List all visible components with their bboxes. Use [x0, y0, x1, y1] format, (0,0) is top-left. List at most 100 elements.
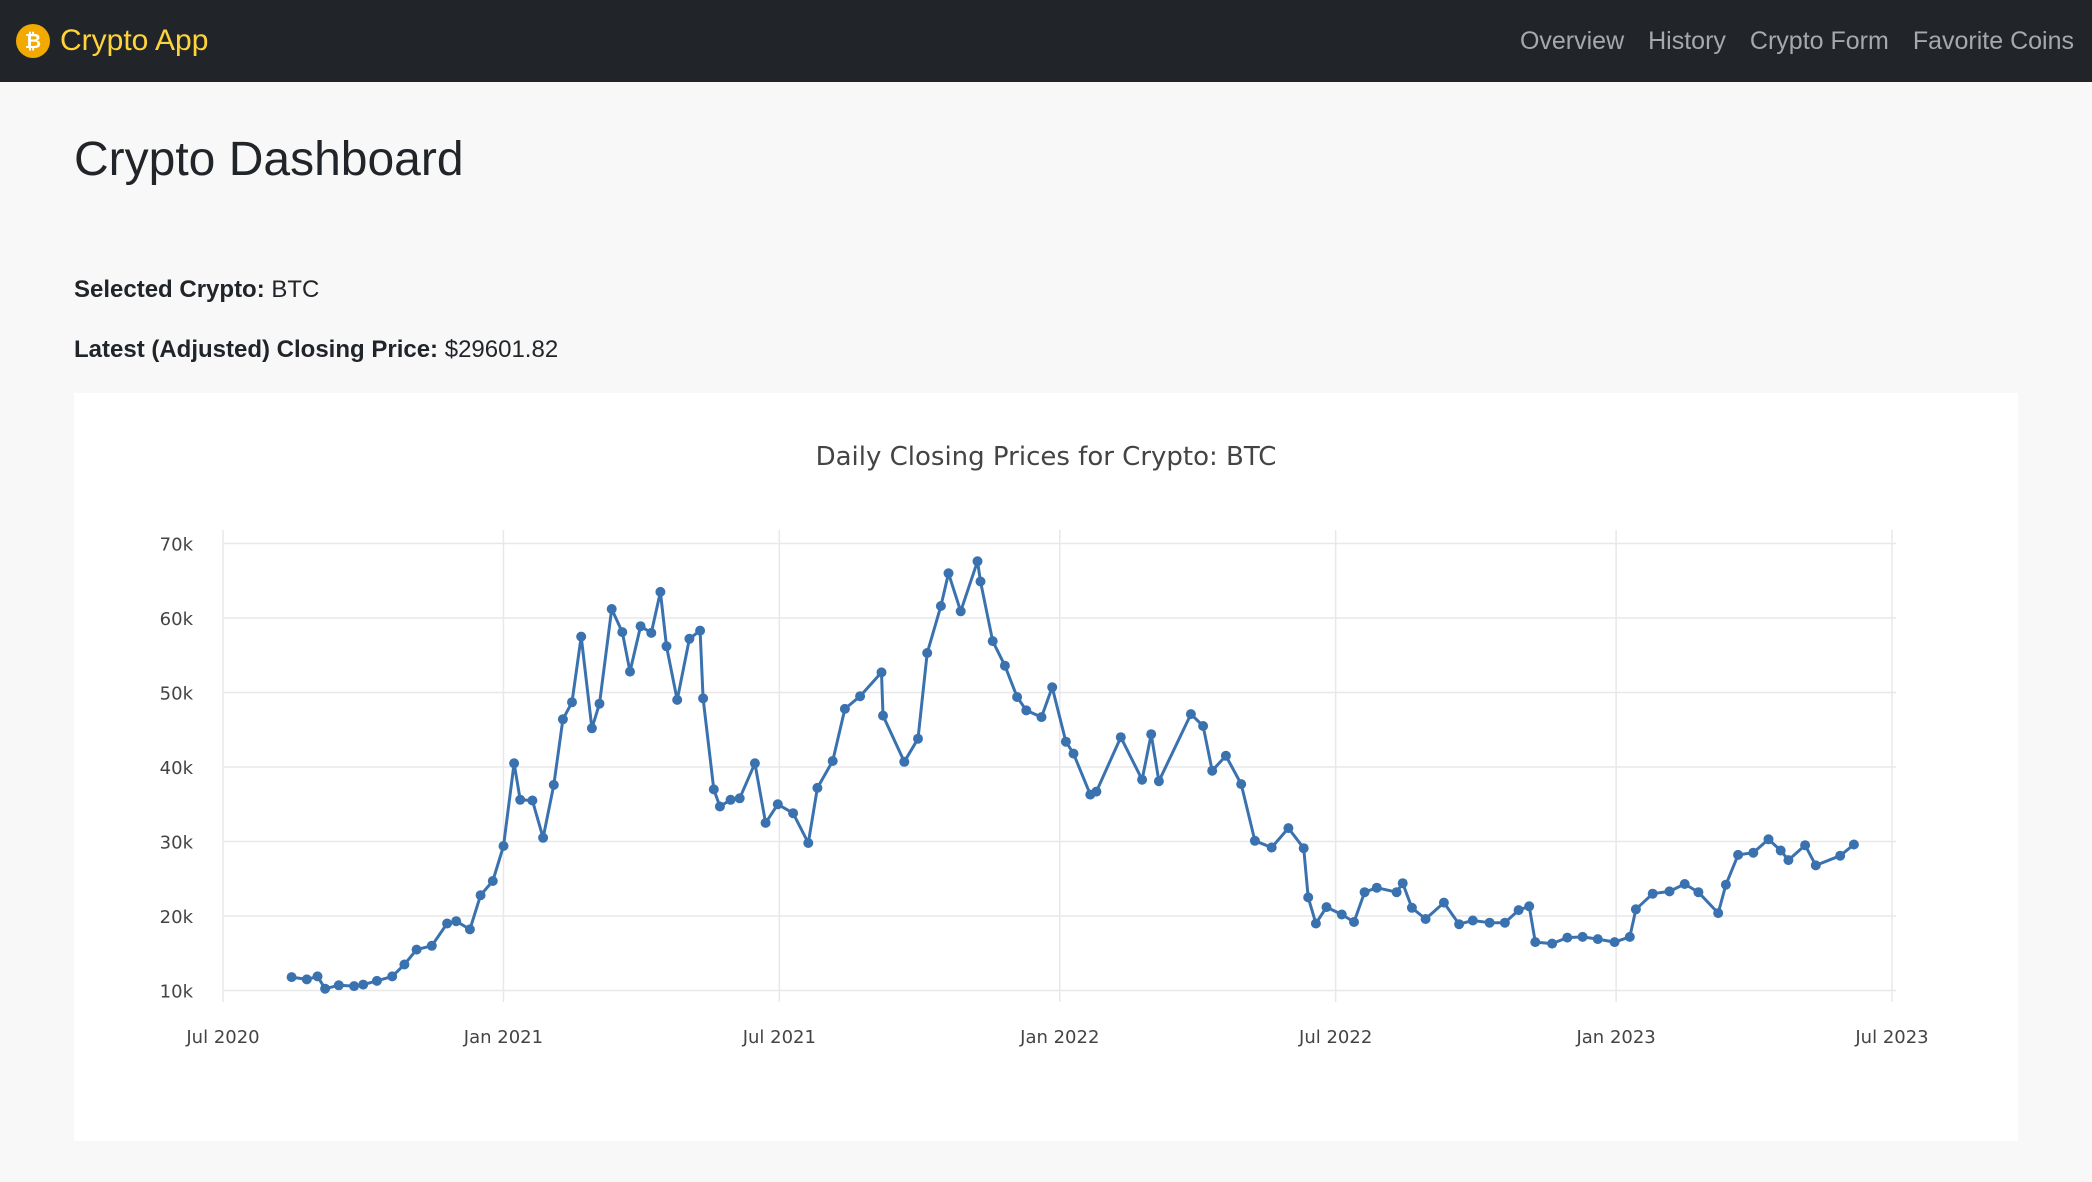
nav-link-favorite-coins[interactable]: Favorite Coins [1912, 26, 2074, 55]
price-point[interactable] [772, 799, 783, 810]
price-point[interactable] [646, 627, 657, 638]
price-point[interactable] [839, 703, 850, 714]
price-point[interactable] [1146, 729, 1157, 740]
price-point[interactable] [1047, 682, 1058, 693]
price-point[interactable] [876, 667, 887, 678]
price-point[interactable] [1207, 765, 1218, 776]
price-point[interactable] [387, 971, 398, 982]
price-point[interactable] [913, 733, 923, 744]
price-point[interactable] [1298, 843, 1309, 854]
price-point[interactable] [320, 983, 331, 994]
price-point[interactable] [1137, 774, 1148, 785]
price-point[interactable] [606, 604, 617, 614]
price-point[interactable] [515, 794, 526, 805]
price-point[interactable] [1012, 692, 1023, 702]
price-point[interactable] [760, 817, 771, 828]
price-point[interactable] [1693, 887, 1704, 898]
price-point[interactable] [975, 576, 986, 587]
price-point[interactable] [734, 793, 745, 804]
price-point[interactable] [1198, 721, 1209, 731]
price-point[interactable] [972, 556, 983, 567]
price-point[interactable] [1153, 776, 1164, 787]
price-point[interactable] [1115, 732, 1126, 743]
price-point[interactable] [1800, 840, 1811, 851]
price-point[interactable] [855, 691, 866, 702]
price-point[interactable] [812, 782, 823, 793]
nav-link-overview[interactable]: Overview [1519, 26, 1625, 55]
price-point[interactable] [899, 756, 910, 767]
price-point[interactable] [371, 975, 382, 986]
price-point[interactable] [1562, 932, 1573, 943]
price-point[interactable] [617, 627, 628, 638]
price-point[interactable] [1310, 918, 1321, 929]
price-point[interactable] [1283, 823, 1294, 834]
price-point[interactable] [464, 924, 475, 935]
price-point[interactable] [1336, 909, 1347, 920]
price-point[interactable] [714, 801, 725, 812]
price-point[interactable] [1420, 914, 1431, 924]
price-point[interactable] [1397, 878, 1408, 889]
price-point[interactable] [1467, 915, 1478, 926]
price-point[interactable] [1321, 902, 1332, 913]
price-point[interactable] [922, 648, 933, 658]
price-point[interactable] [1835, 850, 1846, 861]
price-point[interactable] [498, 841, 509, 851]
price-point[interactable] [586, 723, 597, 734]
price-point[interactable] [557, 714, 568, 725]
price-point[interactable] [1499, 917, 1510, 928]
price-point[interactable] [399, 959, 410, 970]
price-point[interactable] [1733, 849, 1744, 860]
price-chart[interactable]: 10k 20k 30k 40k 50k 60k 70k Jul 2020 Jan 2021 Jul… [74, 393, 2018, 1141]
price-point[interactable] [1220, 750, 1231, 761]
price-point[interactable] [426, 940, 437, 951]
price-point[interactable] [708, 784, 719, 795]
price-point[interactable] [1679, 879, 1690, 889]
brand-link[interactable]: ₿ Crypto App [16, 24, 208, 58]
price-point[interactable] [1266, 842, 1277, 853]
price-point[interactable] [1513, 905, 1524, 916]
price-point[interactable] [655, 586, 666, 597]
price-point[interactable] [1249, 835, 1260, 846]
price-point[interactable] [1783, 855, 1794, 866]
price-point[interactable] [1547, 938, 1558, 949]
price-point[interactable] [567, 697, 577, 708]
price-point[interactable] [1748, 847, 1759, 858]
price-point[interactable] [1036, 712, 1047, 723]
price-point[interactable] [1720, 879, 1731, 890]
price-point[interactable] [684, 633, 695, 644]
price-point[interactable] [999, 660, 1010, 671]
price-point[interactable] [749, 758, 760, 769]
price-point[interactable] [1630, 904, 1641, 915]
price-point[interactable] [349, 981, 360, 992]
price-point[interactable] [935, 601, 946, 611]
price-point[interactable] [358, 979, 369, 990]
price-point[interactable] [442, 918, 453, 929]
price-point[interactable] [1454, 919, 1465, 930]
price-point[interactable] [1524, 901, 1535, 912]
price-point[interactable] [827, 756, 838, 766]
price-point[interactable] [1763, 834, 1774, 845]
price-point[interactable] [487, 876, 498, 886]
price-point[interactable] [1848, 839, 1859, 850]
price-point[interactable] [548, 779, 559, 790]
price-point[interactable] [698, 693, 709, 704]
price-point[interactable] [1713, 908, 1724, 919]
price-point[interactable] [1592, 934, 1603, 945]
price-point[interactable] [475, 890, 486, 901]
price-point[interactable] [1303, 892, 1314, 903]
price-point[interactable] [878, 710, 888, 721]
price-point[interactable] [661, 641, 672, 652]
price-point[interactable] [286, 972, 297, 983]
price-point[interactable] [1647, 888, 1658, 899]
price-point[interactable] [1060, 736, 1071, 747]
price-point[interactable] [411, 944, 422, 955]
price-point[interactable] [1624, 931, 1635, 942]
price-point[interactable] [1371, 882, 1382, 893]
price-point[interactable] [1577, 931, 1588, 942]
price-point[interactable] [527, 795, 538, 806]
price-point[interactable] [695, 625, 706, 636]
price-point[interactable] [1091, 786, 1102, 797]
price-point[interactable] [1810, 860, 1821, 871]
price-point[interactable] [1484, 917, 1495, 928]
price-point[interactable] [635, 621, 646, 632]
